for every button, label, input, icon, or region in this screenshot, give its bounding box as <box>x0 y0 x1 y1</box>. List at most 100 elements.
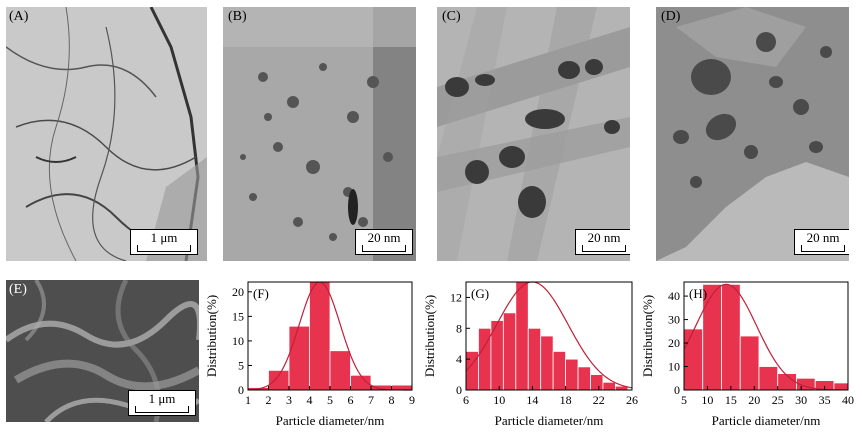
histogram-h-x-tick-label: 25 <box>772 393 784 407</box>
panel-a-scale-line <box>137 245 191 252</box>
histogram-h-x-tick-label: 35 <box>819 393 831 407</box>
panel-a-scale-text: 1 μm <box>150 230 178 245</box>
panel-e-scale-line <box>135 406 189 413</box>
histogram-h-x-tick-label: 30 <box>795 393 807 407</box>
panel-d-tem-image: (D) 20 nm <box>656 7 849 261</box>
panel-d-scale-text: 20 nm <box>806 230 840 245</box>
histogram-h-x-axis-label: Particle diameter/nm <box>712 413 821 428</box>
histogram-g-y-tick-label: 8 <box>456 321 462 335</box>
histogram-f-x-tick-label: 1 <box>245 393 251 407</box>
histogram-h-y-tick-label: 10 <box>668 360 680 374</box>
histogram-g-x-tick-label: 26 <box>626 393 638 407</box>
histogram-f-y-axis-label: Distribution(%) <box>204 295 219 377</box>
histogram-f-fit-curve <box>247 281 413 391</box>
histogram-g-bar <box>527 327 542 391</box>
histogram-f-x-axis-label: Particle diameter/nm <box>276 413 385 428</box>
panel-b-label: (B) <box>228 9 247 24</box>
panel-a-label: (A) <box>9 9 29 24</box>
histogram-g-bar <box>540 335 554 391</box>
histogram-h-y-tick-label: 30 <box>668 313 680 327</box>
histogram-h-y-axis-label: Distribution(%) <box>640 295 655 377</box>
panel-b-scale-line <box>362 245 406 252</box>
histogram-g-bar <box>552 351 566 391</box>
histogram-f-x-tick-label: 5 <box>327 393 333 407</box>
histogram-h-panel-label: (H) <box>689 286 707 301</box>
histogram-f-x-tick-label: 8 <box>389 393 395 407</box>
panel-b-graphic <box>223 7 416 261</box>
histogram-h-x-tick-label: 5 <box>681 393 687 407</box>
histogram-h: 5 10 15 20 25 30 35 40 0 10 20 30 40 (H) Particle diam… <box>640 281 854 428</box>
panel-c-scale-bar: 20 nm <box>575 229 630 255</box>
histogram-h-bar <box>739 335 760 391</box>
histogram-f-y-tick-label: 15 <box>232 309 244 323</box>
histogram-h-x-tick-label: 20 <box>748 393 760 407</box>
histogram-h-x-tick-label: 15 <box>725 393 737 407</box>
panel-d-scale-line <box>801 245 845 252</box>
panel-c-scale-text: 20 nm <box>587 230 621 245</box>
histogram-h-x-tick-label: 40 <box>842 393 854 407</box>
histogram-g-y-tick-label: 4 <box>456 352 462 366</box>
panel-e-scale-bar: 1 μm <box>128 390 196 416</box>
histogram-f-y-tick-label: 20 <box>232 285 244 299</box>
panel-d-label: (D) <box>661 9 681 24</box>
histogram-g-x-tick-label: 22 <box>593 393 605 407</box>
histogram-f-x-tick-label: 6 <box>348 393 354 407</box>
histogram-f-bar <box>268 369 290 391</box>
histogram-g-bar <box>515 281 529 391</box>
panel-c-label: (C) <box>442 9 461 24</box>
panel-c-graphic <box>437 7 630 261</box>
panel-b-scale-bar: 20 nm <box>355 229 413 255</box>
histogram-g-plot-border <box>465 281 633 391</box>
histogram-g-y-tick-label: 12 <box>450 290 462 304</box>
panel-e-scale-text: 1 μm <box>148 391 176 406</box>
histogram-f-x-tick-label: 7 <box>368 393 374 407</box>
histogram-g-panel-label: (G) <box>471 286 489 301</box>
panel-b-scale-text: 20 nm <box>367 230 401 245</box>
histogram-g-x-tick-label: 10 <box>493 393 505 407</box>
histogram-f-x-tick-label: 9 <box>409 393 415 407</box>
histogram-h-x-tick-label: 10 <box>701 393 713 407</box>
panel-b-tem-image: (B) 20 nm <box>223 7 416 261</box>
panel-c-scale-line <box>582 245 626 252</box>
histogram-f-y-tick-label: 0 <box>238 383 244 397</box>
histogram-h-bar <box>683 328 704 391</box>
histogram-f-x-tick-label: 3 <box>286 393 292 407</box>
histogram-g: 6 10 14 18 22 26 0 4 8 12 (G) Particle diameter/nm D… <box>422 281 638 428</box>
histogram-f-bar <box>329 350 351 391</box>
histogram-f-y-tick-label: 10 <box>232 334 244 348</box>
histogram-h-bar <box>721 283 741 391</box>
histogram-g-y-axis-label: Distribution(%) <box>422 295 437 377</box>
histogram-g-bar <box>502 312 517 391</box>
histogram-g-bar <box>602 381 616 391</box>
panel-a-scale-bar: 1 μm <box>130 229 198 255</box>
panel-a-tem-image: (A) 1 μm <box>6 7 207 261</box>
histogram-h-y-tick-label: 0 <box>674 383 680 397</box>
panel-d-scale-bar: 20 nm <box>794 229 849 255</box>
panel-e-label: (E) <box>9 282 27 297</box>
panel-c-tem-image: (C) 20 nm <box>437 7 630 261</box>
histogram-f-bar <box>309 281 331 391</box>
histogram-g-bar <box>590 374 604 391</box>
panel-e-sem-image: (E) 1 μm <box>6 280 199 422</box>
histogram-f-y-tick-label: 5 <box>238 358 244 372</box>
histogram-f-x-tick-label: 4 <box>307 393 313 407</box>
histogram-h-y-tick-label: 40 <box>668 289 680 303</box>
histogram-g-fit-curve <box>465 281 633 389</box>
histogram-g-x-tick-label: 18 <box>560 393 572 407</box>
histogram-g-bar <box>565 358 579 391</box>
histogram-g-y-tick-label: 0 <box>456 383 462 397</box>
histogram-f-bar <box>288 325 310 391</box>
histogram-f-x-tick-label: 2 <box>266 393 272 407</box>
panel-d-graphic <box>656 7 849 261</box>
histogram-h-plot-border <box>683 281 849 391</box>
histogram-g-bar <box>577 366 591 391</box>
histogram-h-bar <box>758 366 779 391</box>
histogram-h-fit-curve <box>683 283 848 391</box>
panel-a-graphic <box>6 7 207 261</box>
histogram-f-panel-label: (F) <box>253 286 269 301</box>
histogram-g-x-tick-label: 6 <box>463 393 469 407</box>
histogram-g-x-axis-label: Particle diameter/nm <box>495 413 604 428</box>
histogram-h-bar <box>833 382 849 391</box>
histogram-h-y-tick-label: 20 <box>668 336 680 350</box>
